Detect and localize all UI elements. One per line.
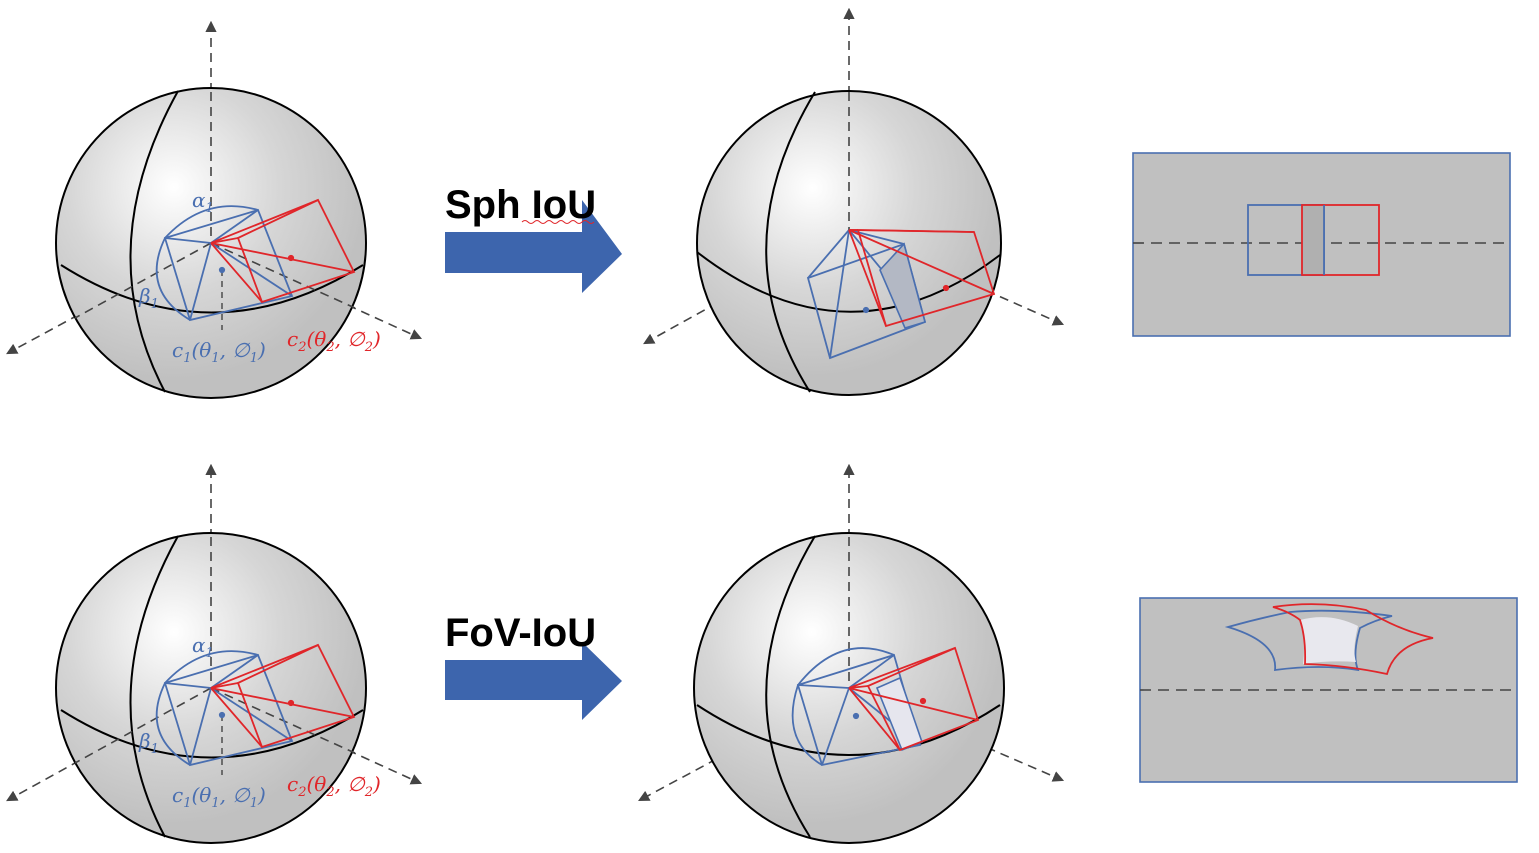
- row1-method-title: Sph IoU: [445, 183, 596, 227]
- row1-red-box: [210, 198, 356, 304]
- row2-panel-overlap: [1300, 617, 1358, 664]
- row1-beta-label: β1: [138, 284, 159, 312]
- row2-sphere-input: α1 β1 c1(θ1, ∅1) c2(θ2, ∅2): [6, 463, 423, 844]
- row1-panel-red-rect: [1301, 204, 1380, 276]
- row2-c1-label: c1(θ1, ∅1): [172, 783, 266, 811]
- row2-method-title: FoV-IoU: [445, 611, 596, 655]
- row1-sphere-result: [643, 7, 1065, 396]
- row2-c2-label: c2(θ2, ∅2): [287, 772, 381, 800]
- row1-panel-overlap: [1302, 205, 1324, 275]
- row2-method-arrow: FoV-IoU: [445, 611, 622, 720]
- row2-result-red-box: [848, 646, 980, 752]
- row2-beta-label: β1: [138, 729, 159, 757]
- row2-panel-blue-shape: [1224, 609, 1393, 672]
- row1-result-red-box: [848, 229, 996, 328]
- row1-blue-box: [155, 205, 294, 322]
- row1-alpha-label: α1: [192, 188, 214, 216]
- row2-red-box: [210, 643, 356, 749]
- row2-alpha-label: α1: [192, 633, 214, 661]
- row1-result-overlap: [879, 242, 926, 329]
- row1-equirect-panel: [1132, 152, 1511, 337]
- row2-blue-box: [155, 650, 294, 767]
- row2-panel-red-shape: [1272, 603, 1434, 676]
- row2-equirect-panel: [1139, 597, 1518, 783]
- row2-sphere-result: [638, 463, 1065, 844]
- spellcheck-underline: [521, 220, 595, 224]
- row1-sphere-input: α1 β1 c1(θ1, ∅1) c2(θ2, ∅2): [6, 20, 423, 399]
- row1-c1-label: c1(θ1, ∅1): [172, 338, 266, 366]
- row1-method-arrow: Sph IoU: [445, 183, 622, 293]
- row1-c2-label: c2(θ2, ∅2): [287, 327, 381, 355]
